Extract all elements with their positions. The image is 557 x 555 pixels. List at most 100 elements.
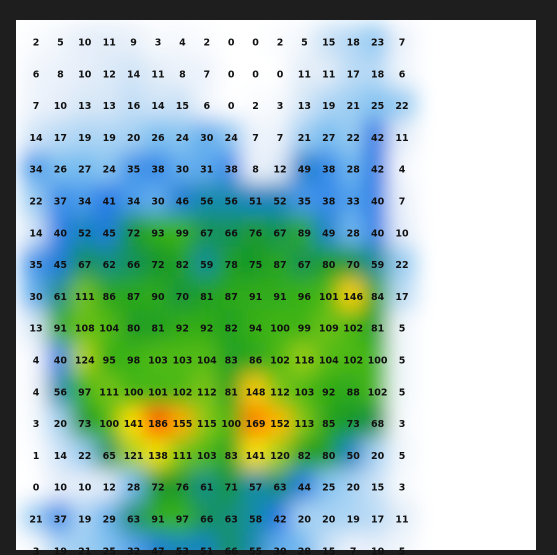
heat-cell bbox=[387, 501, 417, 537]
cell-value-label: 68 bbox=[371, 419, 385, 430]
cell-value-label: 53 bbox=[176, 546, 189, 555]
cell-value-label: 2 bbox=[203, 38, 210, 49]
heat-cell bbox=[168, 278, 197, 315]
heat-cell bbox=[143, 55, 173, 92]
heat-cell bbox=[192, 310, 221, 347]
cell-value-label: 76 bbox=[176, 483, 190, 494]
cell-value-label: 42 bbox=[371, 133, 384, 144]
heat-cell bbox=[46, 532, 75, 550]
cell-value-label: 20 bbox=[322, 515, 336, 526]
cell-value-label: 35 bbox=[127, 165, 140, 176]
cell-value-label: 0 bbox=[252, 38, 259, 49]
cell-value-label: 50 bbox=[347, 451, 361, 462]
heat-cell bbox=[95, 87, 124, 124]
heat-cell bbox=[314, 342, 343, 378]
heat-cell bbox=[168, 469, 197, 506]
cell-value-label: 66 bbox=[225, 228, 239, 239]
heat-cell bbox=[70, 214, 99, 251]
cell-value-label: 56 bbox=[200, 197, 214, 208]
heat-cell bbox=[192, 532, 221, 550]
heat-cell bbox=[265, 373, 295, 410]
cell-value-label: 58 bbox=[249, 515, 263, 526]
heat-cell bbox=[363, 501, 392, 537]
cell-value-label: 102 bbox=[368, 387, 388, 398]
cell-value-label: 0 bbox=[228, 69, 235, 80]
heat-cell bbox=[21, 214, 51, 251]
heat-cell bbox=[192, 183, 221, 219]
cell-value-label: 10 bbox=[54, 483, 68, 494]
cell-value-label: 30 bbox=[29, 292, 43, 303]
cell-value-label: 44 bbox=[298, 483, 312, 494]
cell-value-label: 11 bbox=[298, 69, 311, 80]
heat-cell bbox=[192, 373, 221, 410]
cell-value-label: 86 bbox=[103, 292, 117, 303]
heat-cell bbox=[363, 55, 392, 92]
heat-cell bbox=[363, 24, 392, 60]
heat-cell bbox=[70, 87, 99, 124]
heat-cell bbox=[339, 55, 368, 92]
heat-cell bbox=[265, 55, 295, 92]
cell-value-label: 40 bbox=[54, 356, 68, 367]
cell-value-label: 59 bbox=[200, 260, 213, 271]
heat-cell bbox=[217, 151, 246, 188]
cell-value-label: 3 bbox=[399, 483, 406, 494]
cell-value-label: 102 bbox=[343, 356, 363, 367]
cell-value-label: 91 bbox=[273, 292, 286, 303]
heat-cell bbox=[143, 183, 173, 219]
cell-value-label: 22 bbox=[395, 101, 408, 112]
cell-value-label: 28 bbox=[127, 483, 141, 494]
cell-value-label: 12 bbox=[103, 69, 116, 80]
heat-cell bbox=[387, 87, 417, 124]
heat-cell bbox=[217, 246, 246, 283]
cell-value-label: 66 bbox=[225, 546, 239, 555]
heat-cell bbox=[387, 246, 417, 283]
cell-value-label: 21 bbox=[347, 101, 360, 112]
cell-value-label: 78 bbox=[225, 260, 239, 271]
cell-value-label: 155 bbox=[172, 419, 192, 430]
cell-value-label: 96 bbox=[298, 292, 312, 303]
heat-cell bbox=[339, 214, 368, 251]
cell-value-label: 38 bbox=[322, 165, 336, 176]
heat-cell bbox=[70, 405, 99, 442]
heat-cell bbox=[314, 310, 343, 347]
cell-value-label: 5 bbox=[399, 451, 406, 462]
cell-value-label: 20 bbox=[298, 515, 312, 526]
cell-value-label: 99 bbox=[298, 324, 311, 335]
cell-value-label: 141 bbox=[124, 419, 144, 430]
heat-cell bbox=[46, 278, 75, 315]
heat-cell bbox=[119, 437, 148, 474]
cell-value-label: 28 bbox=[347, 228, 361, 239]
cell-value-label: 5 bbox=[301, 38, 308, 49]
cell-value-label: 83 bbox=[225, 451, 238, 462]
heat-cell bbox=[46, 55, 75, 92]
heat-cell bbox=[387, 119, 417, 156]
heat-cell bbox=[363, 437, 392, 474]
heat-cell bbox=[21, 469, 51, 506]
cell-value-label: 1 bbox=[33, 451, 40, 462]
heat-cell bbox=[363, 310, 392, 347]
heat-cell bbox=[192, 119, 221, 156]
heat-cell bbox=[339, 310, 368, 347]
cell-value-label: 35 bbox=[298, 197, 311, 208]
cell-value-label: 97 bbox=[78, 387, 91, 398]
cell-value-label: 87 bbox=[225, 292, 238, 303]
heat-cell bbox=[241, 214, 270, 251]
cell-value-label: 10 bbox=[371, 546, 385, 555]
cell-value-label: 34 bbox=[78, 197, 92, 208]
heat-cell bbox=[21, 119, 51, 156]
cell-value-label: 111 bbox=[99, 387, 119, 398]
cell-value-label: 14 bbox=[54, 451, 68, 462]
cell-value-label: 10 bbox=[78, 483, 92, 494]
heat-cell bbox=[290, 87, 319, 124]
heat-cell bbox=[143, 501, 173, 537]
heat-cell bbox=[21, 246, 51, 283]
heat-cell bbox=[265, 24, 295, 60]
heat-cell bbox=[241, 119, 270, 156]
cell-value-label: 76 bbox=[249, 228, 263, 239]
heat-cell bbox=[314, 24, 343, 60]
heat-cell bbox=[314, 373, 343, 410]
cell-value-label: 82 bbox=[225, 324, 238, 335]
cell-value-label: 84 bbox=[371, 292, 385, 303]
heat-cell bbox=[241, 501, 270, 537]
cell-value-label: 97 bbox=[176, 515, 189, 526]
